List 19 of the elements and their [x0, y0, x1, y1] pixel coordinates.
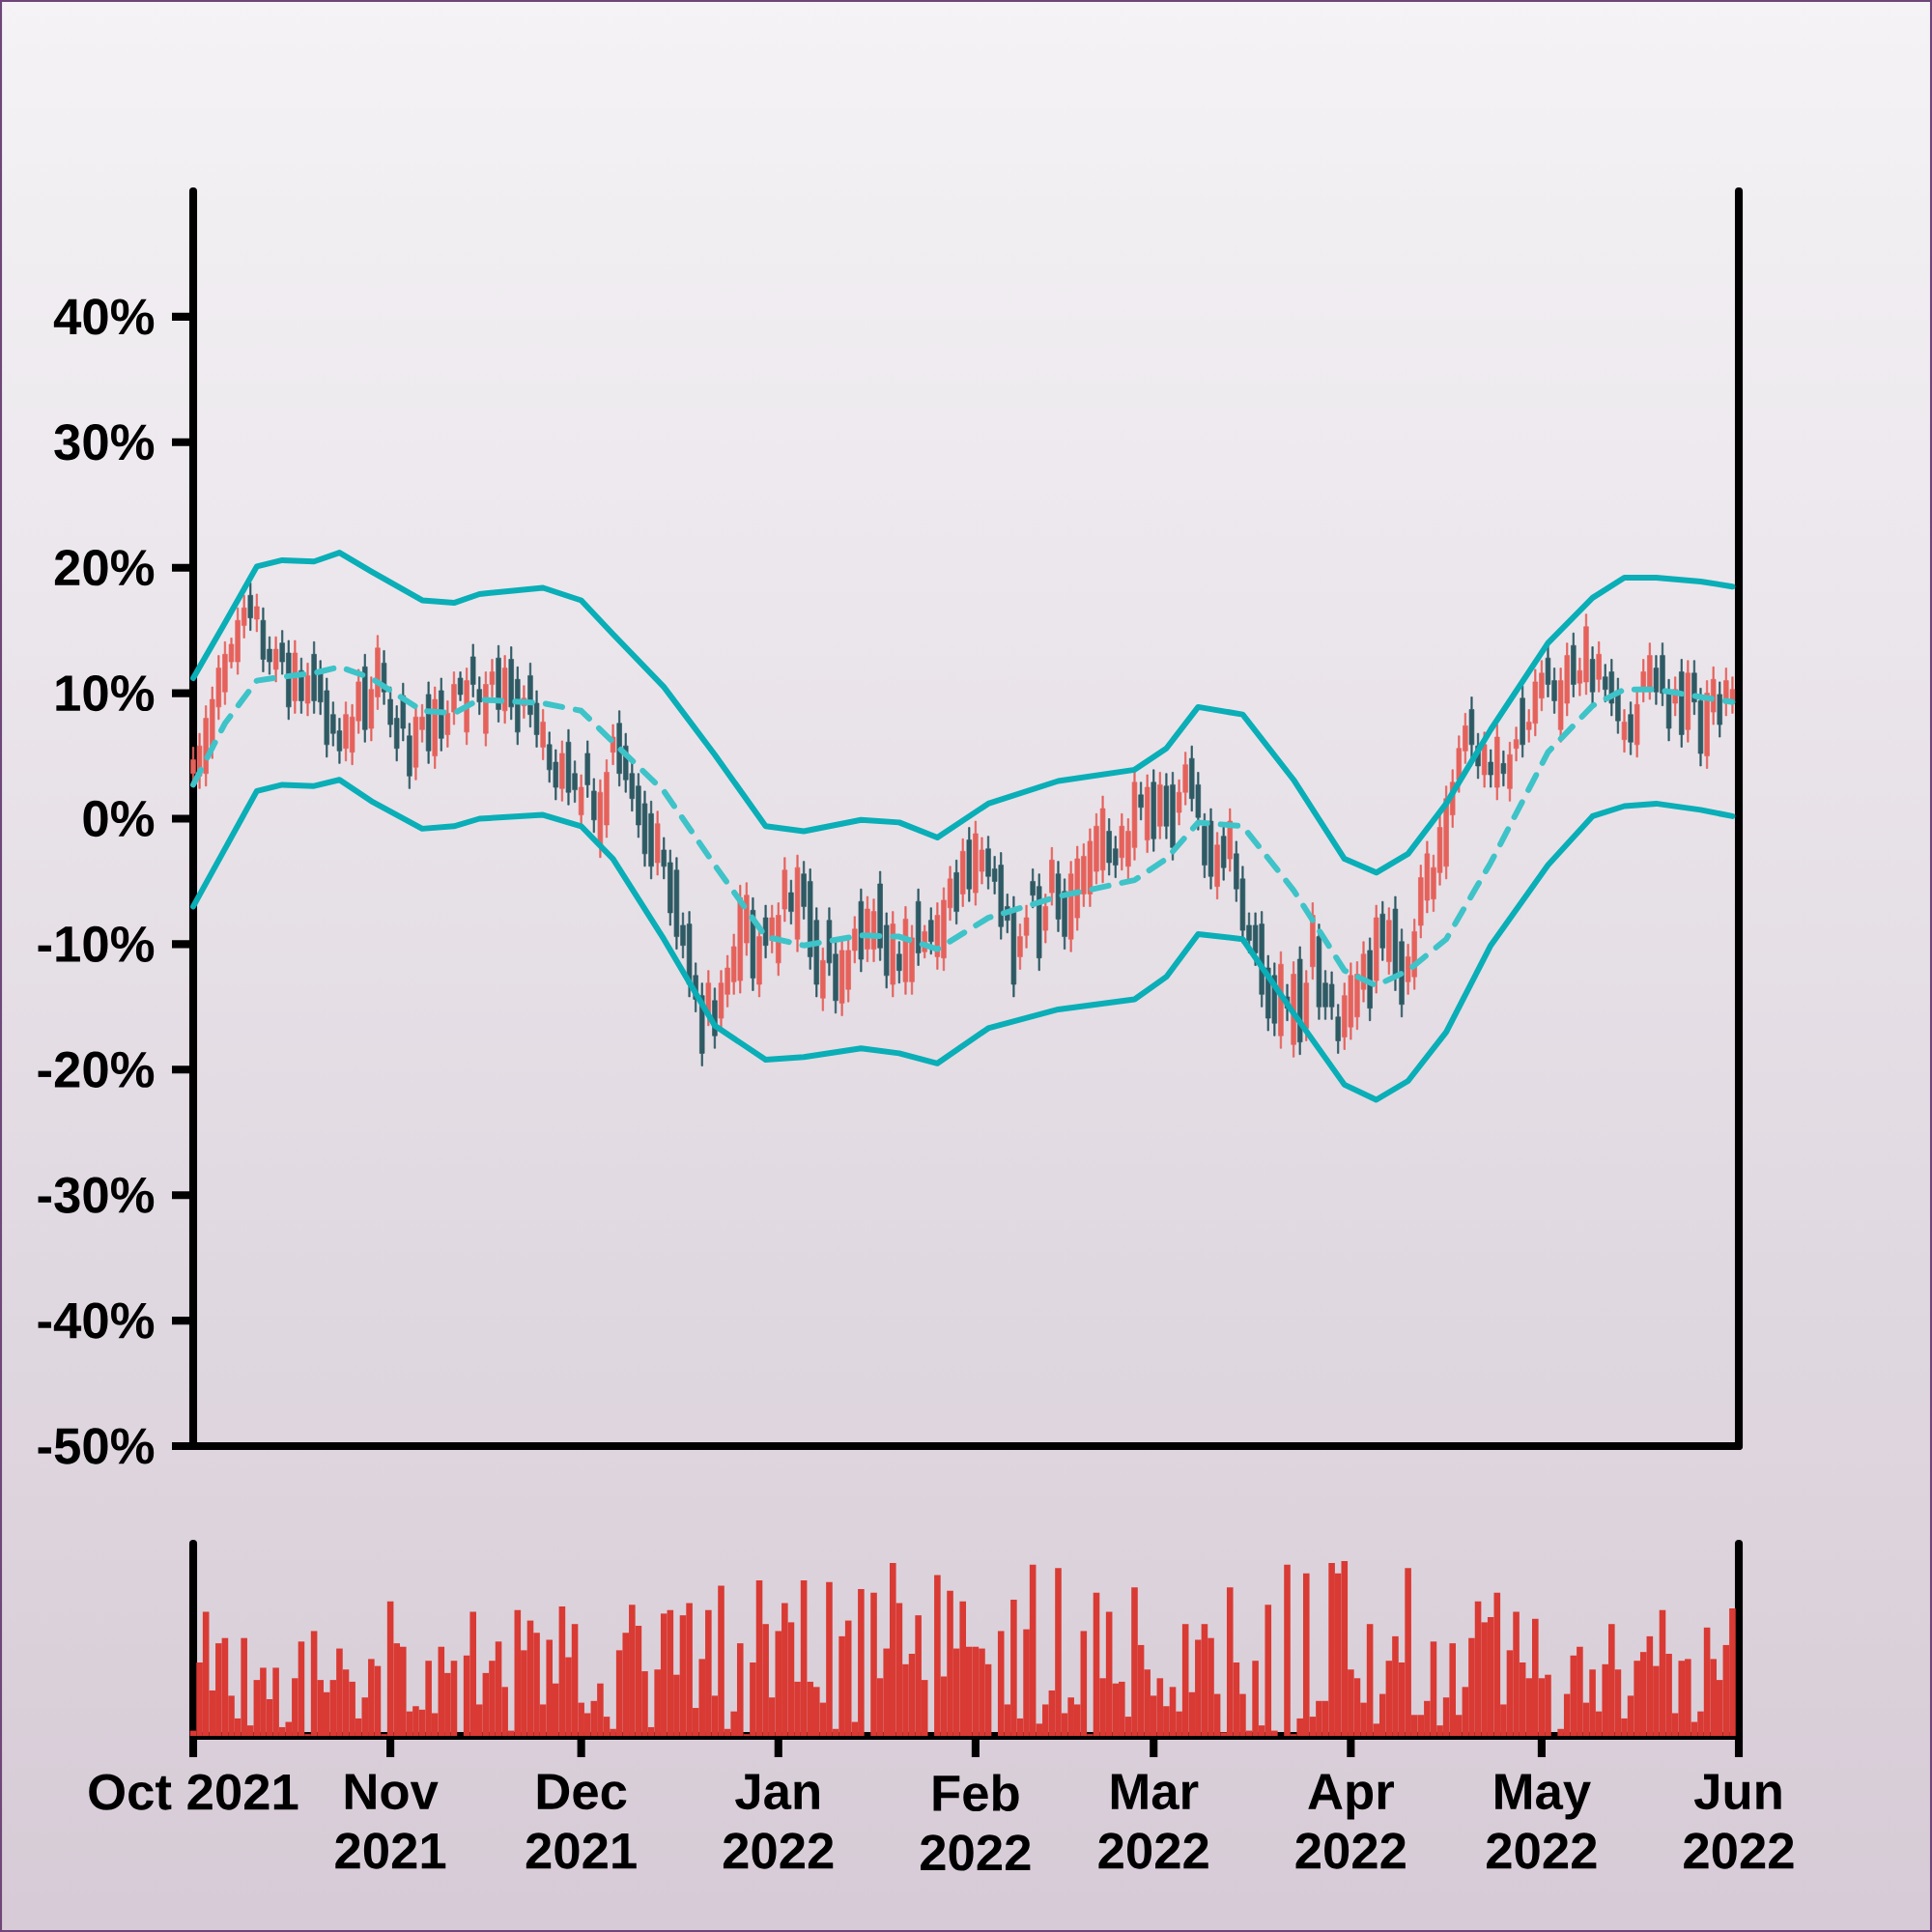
x-tick-label: Jan 2022: [723, 1774, 834, 1869]
y-tick-label: 30%: [54, 424, 155, 461]
y-tick-label: 0%: [83, 800, 155, 838]
x-tick-label: Feb 2022: [921, 1774, 1031, 1871]
x-tick-label: Oct 2021: [89, 1774, 298, 1810]
x-tick-label: Jun 2022: [1684, 1774, 1794, 1869]
y-tick-label: -20%: [38, 1051, 155, 1088]
x-tick-label: Dec 2021: [526, 1774, 637, 1869]
y-tick-label: 40%: [53, 298, 155, 335]
x-tick-label: Mar 2022: [1098, 1774, 1208, 1869]
y-tick-label: 20%: [54, 550, 155, 586]
x-tick-label: Nov 2021: [335, 1774, 446, 1869]
y-tick-label: -10%: [38, 925, 155, 963]
y-tick-label: -50%: [38, 1428, 155, 1464]
x-tick-label: May 2022: [1487, 1774, 1597, 1869]
x-tick-label: Apr 2022: [1295, 1774, 1406, 1869]
y-tick-label: 10%: [56, 674, 155, 712]
y-tick-label: -40%: [38, 1302, 155, 1339]
y-tick-label: -30%: [38, 1177, 155, 1213]
